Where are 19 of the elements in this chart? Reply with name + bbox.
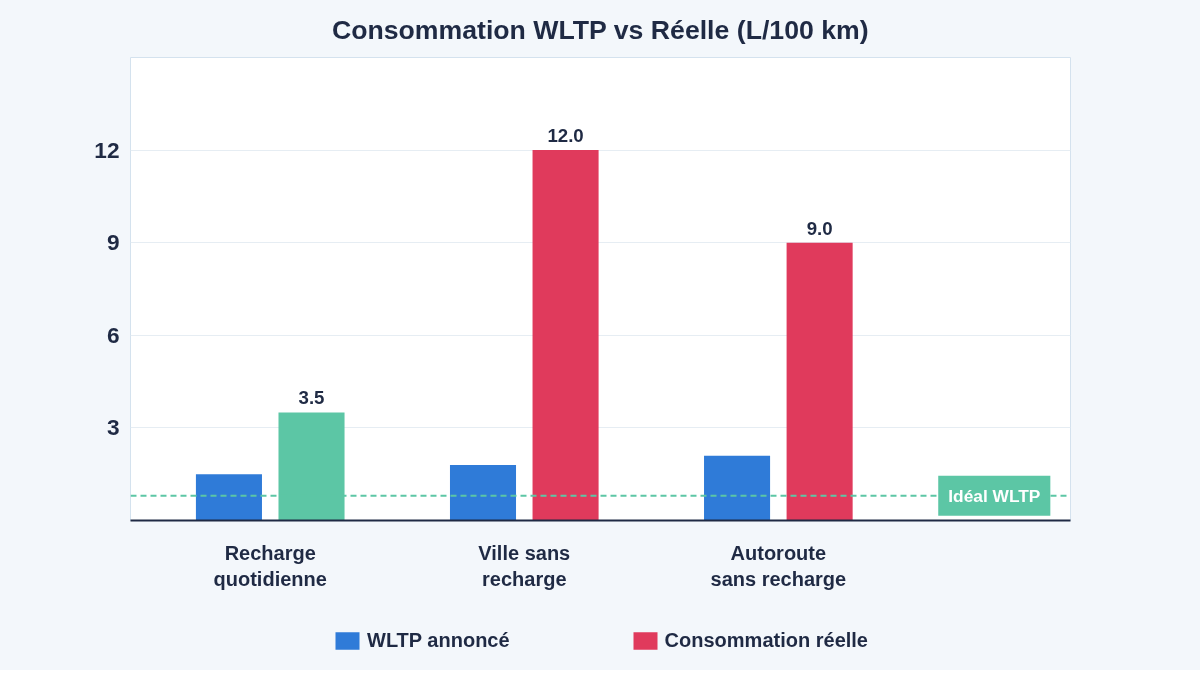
y-tick-label: 9	[106, 229, 120, 256]
data-label: 3.5	[298, 387, 325, 409]
chart-title: Consommation WLTP vs Réelle (L/100 km)	[331, 15, 869, 45]
bar	[532, 150, 599, 521]
data-label: 9.0	[806, 217, 833, 239]
legend-label: Consommation réelle	[664, 628, 868, 652]
bar	[449, 464, 517, 521]
y-tick-label: 3	[106, 414, 120, 441]
bar	[195, 474, 262, 521]
bar	[704, 455, 771, 521]
y-tick-label: 6	[106, 321, 120, 348]
y-tick-label: 12	[94, 136, 120, 163]
legend-label: WLTP annoncé	[367, 628, 510, 652]
ref-line-label: Idéal WLTP	[948, 485, 1041, 506]
x-tick-label: Autoroute sans recharge	[710, 541, 847, 590]
x-tick-label: Recharge quotidienne	[213, 541, 327, 590]
x-tick-label: Ville sans recharge	[478, 541, 571, 590]
data-label: 12.0	[547, 125, 584, 147]
bar	[786, 242, 853, 521]
